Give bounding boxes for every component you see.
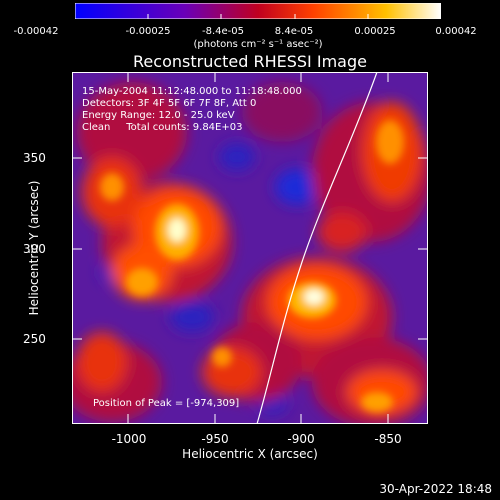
emission-map [72, 72, 428, 424]
y-tick-label: 350 [23, 151, 46, 165]
footer-date: 30-Apr-2022 18:48 [379, 482, 492, 496]
image-title: Reconstructed RHESSI Image [133, 52, 367, 71]
time-range-annotation: 15-May-2004 11:12:48.000 to 11:18:48.000 [82, 86, 302, 97]
counts-annotation: Clean Total counts: 9.84E+03 [82, 122, 243, 133]
y-tick-label: 250 [23, 332, 46, 346]
solar-image-plot [72, 72, 428, 424]
colorbar-tick-label: 8.4e-05 [274, 26, 314, 37]
colorbar-tick-label: -8.4e-05 [202, 26, 244, 37]
x-axis-label: Heliocentric X (arcsec) [182, 447, 318, 461]
y-tick-label: 300 [23, 242, 46, 256]
solar-limb-line [256, 72, 378, 424]
colorbar-tick-label: 0.00025 [354, 26, 396, 37]
x-tick-label: -850 [374, 432, 402, 446]
colorbar-units: (photons cm⁻² s⁻¹ asec⁻²) [193, 39, 323, 50]
axis-ticks [72, 72, 428, 424]
colorbar-tick-label: -0.00025 [125, 26, 171, 37]
peak-position-annotation: Position of Peak = [-974,309] [93, 398, 240, 409]
colorbar [75, 3, 441, 19]
detectors-annotation: Detectors: 3F 4F 5F 6F 7F 8F, Att 0 [82, 98, 257, 109]
x-tick-label: -950 [201, 432, 229, 446]
x-tick-label: -900 [287, 432, 315, 446]
y-axis-label: Heliocentric Y (arcsec) [27, 180, 41, 316]
colorbar-tick-label: 0.00042 [435, 26, 477, 37]
colorbar-tick-label: -0.00042 [13, 26, 59, 37]
x-tick-label: -1000 [111, 432, 147, 446]
energy-range-annotation: Energy Range: 12.0 - 25.0 keV [82, 110, 235, 121]
